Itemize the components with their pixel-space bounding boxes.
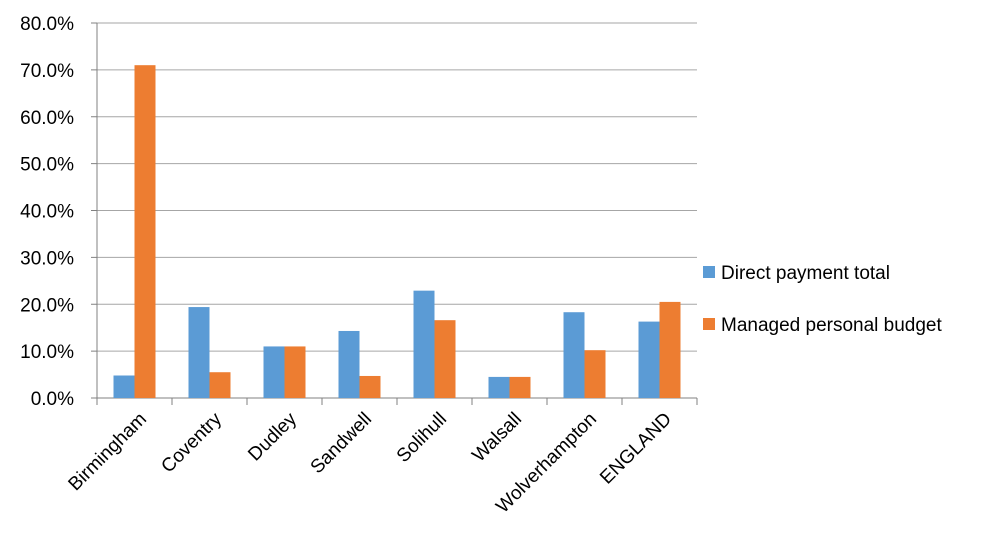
y-tick-label: 20.0%: [20, 295, 74, 316]
bar-direct-payment: [113, 375, 135, 398]
y-tick-label: 30.0%: [20, 248, 74, 269]
bar-managed-budget: [584, 350, 606, 398]
y-tick-label: 10.0%: [20, 342, 74, 363]
legend-label: Managed personal budget: [721, 315, 943, 336]
bar-direct-payment: [638, 321, 660, 398]
x-tick-label: Walsall: [468, 409, 526, 467]
y-tick-label: 60.0%: [20, 108, 74, 129]
y-tick-label: 50.0%: [20, 155, 74, 176]
x-tick-label: ENGLAND: [596, 409, 676, 489]
y-tick-label: 80.0%: [20, 14, 74, 35]
x-tick-label: Dudley: [244, 408, 301, 465]
y-tick-label: 40.0%: [20, 202, 74, 223]
legend: Direct payment total Managed personal bud…: [703, 263, 943, 336]
gridlines: [97, 22, 697, 352]
bar-managed-budget: [209, 372, 231, 398]
y-axis-tick-labels: 0.0% 10.0% 20.0% 30.0% 40.0% 50.0% 60.0% 70.0% 8…: [20, 14, 74, 410]
bar-managed-budget: [134, 65, 156, 398]
bar-managed-budget: [434, 320, 456, 398]
y-tick-label: 70.0%: [20, 61, 74, 82]
bar-direct-payment: [263, 346, 285, 398]
x-axis-tick-labels: Birmingham Coventry Dudley Sandwell Solihull…: [65, 408, 677, 517]
x-tick-label: Coventry: [157, 408, 226, 477]
bar-managed-budget: [284, 346, 306, 398]
bar-direct-payment: [563, 312, 585, 398]
legend-swatch: [703, 318, 715, 330]
bar-direct-payment: [338, 330, 360, 398]
bar-managed-budget: [359, 375, 381, 398]
bar-direct-payment: [188, 307, 210, 398]
legend-swatch: [703, 266, 715, 278]
y-tick-label: 0.0%: [31, 389, 74, 410]
legend-label: Direct payment total: [721, 263, 890, 284]
bar-managed-budget: [509, 376, 531, 398]
bar-managed-budget: [659, 301, 681, 398]
bar-direct-payment: [488, 376, 510, 398]
x-tick-label: Birmingham: [65, 409, 152, 496]
axes: [91, 22, 698, 405]
bars: [113, 65, 681, 398]
bar-direct-payment: [413, 290, 435, 398]
x-tick-label: Sandwell: [307, 409, 376, 478]
x-tick-label: Solihull: [393, 409, 451, 467]
